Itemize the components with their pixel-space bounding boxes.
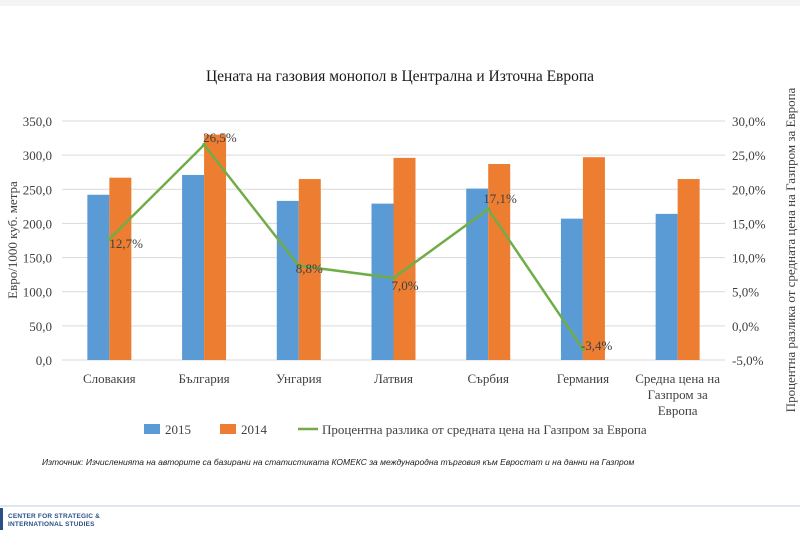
y2-tick-label: 5,0% (732, 285, 759, 300)
legend-label-2015: 2015 (165, 422, 191, 437)
bar-2014 (677, 179, 700, 360)
category-label: България (178, 371, 229, 386)
chart-title: Цената на газовия монопол в Централна и … (206, 68, 594, 85)
legend-label-2014: 2014 (241, 422, 268, 437)
y-tick-label: 300,0 (23, 148, 52, 163)
y-axis-title: Евро/1000 куб. метра (5, 181, 20, 299)
y-tick-label: 0,0 (36, 353, 52, 368)
footer-divider (0, 505, 800, 507)
line-point (107, 237, 112, 242)
logo-mark (0, 508, 3, 530)
y2-tick-label: -5,0% (732, 353, 764, 368)
line-point (202, 142, 207, 147)
source-note: Източник: Изчисленията на авторите са ба… (42, 457, 635, 467)
category-label: Сърбия (467, 371, 508, 386)
bar-2015 (87, 194, 110, 360)
line-data-label: 8,8% (296, 261, 323, 276)
y2-tick-label: 25,0% (732, 148, 766, 163)
csis-logo: CENTER FOR STRATEGIC & INTERNATIONAL STU… (8, 513, 128, 529)
y-tick-label: 100,0 (23, 285, 52, 300)
bar-2015 (560, 218, 583, 360)
bar-2015 (371, 203, 394, 360)
legend-label-line: Процентна разлика от средната цена на Га… (322, 422, 647, 437)
y2-tick-label: 10,0% (732, 251, 766, 266)
bar-2014 (488, 164, 511, 360)
line-data-label: 17,1% (483, 191, 517, 206)
y-tick-label: 200,0 (23, 216, 52, 231)
top-strip (0, 0, 800, 6)
bar-2015 (276, 200, 299, 360)
category-label: Европа (658, 403, 698, 418)
category-label: Унгария (276, 371, 322, 386)
y-tick-label: 250,0 (23, 182, 52, 197)
line-point (391, 276, 396, 281)
bar-2015 (182, 174, 205, 360)
bar-2014 (582, 157, 605, 360)
line-point (486, 207, 491, 212)
line-data-label: 26,5% (203, 130, 237, 145)
line-data-label: -3,4% (581, 338, 613, 353)
y-tick-label: 50,0 (29, 319, 52, 334)
category-label: Германия (557, 371, 609, 386)
bar-2014 (298, 179, 321, 360)
y2-tick-label: 30,0% (732, 114, 766, 129)
y2-tick-label: 20,0% (732, 182, 766, 197)
line-data-label: 12,7% (109, 236, 143, 251)
legend-swatch-2014 (220, 424, 236, 434)
y-tick-label: 350,0 (23, 114, 52, 129)
bar-2014 (204, 134, 227, 360)
category-label: Газпром за (648, 387, 708, 402)
category-label: Словакия (83, 371, 136, 386)
bar-2015 (655, 213, 678, 360)
line-point (296, 263, 301, 268)
y-tick-label: 150,0 (23, 251, 52, 266)
bar-2014 (393, 157, 416, 360)
line-data-label: 7,0% (392, 278, 419, 293)
logo-line-2: INTERNATIONAL STUDIES (8, 521, 95, 528)
logo-line-1: CENTER FOR STRATEGIC & (8, 513, 101, 520)
y2-axis-title: Процентна разлика от средната цена на Га… (783, 87, 798, 412)
y2-tick-label: 0,0% (732, 319, 759, 334)
line-series-diff (108, 143, 584, 350)
line-point (580, 347, 585, 352)
legend-swatch-2015 (144, 424, 160, 434)
category-label: Средна цена на (635, 371, 720, 386)
bar-2015 (466, 188, 489, 360)
y2-tick-label: 15,0% (732, 216, 766, 231)
bar-2014 (109, 177, 132, 360)
category-label: Латвия (374, 371, 413, 386)
